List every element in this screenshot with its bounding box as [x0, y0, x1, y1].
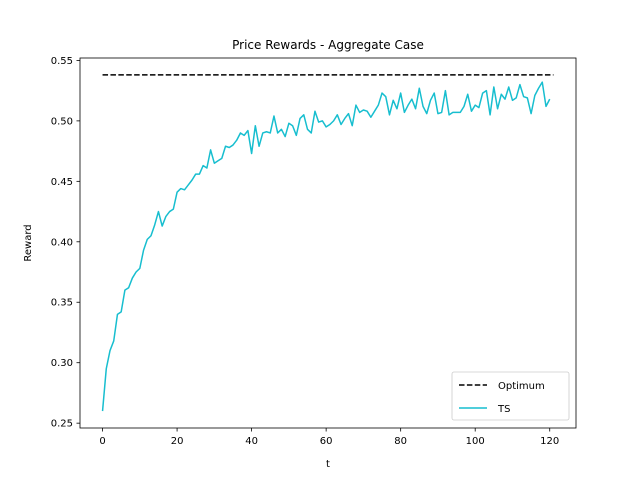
y-tick-label: 0.30 [51, 358, 73, 369]
y-ticks: 0.25 0.30 0.35 0.40 0.45 0.50 0.55 [51, 56, 80, 430]
y-tick-label: 0.50 [51, 116, 73, 127]
series-line-ts [101, 81, 551, 412]
legend-label-ts: TS [497, 404, 510, 415]
plot-area [80, 58, 576, 428]
x-tick-label: 80 [394, 436, 407, 447]
x-tick-label: 120 [540, 436, 559, 447]
x-tick-label: 0 [99, 436, 105, 447]
legend-box [451, 371, 570, 421]
y-axis-label: Reward [23, 224, 34, 261]
series-layer [101, 74, 554, 412]
y-tick-label: 0.55 [51, 56, 73, 67]
x-tick-label: 100 [466, 436, 485, 447]
x-tick-label: 20 [171, 436, 184, 447]
legend-label-optimum: Optimum [498, 381, 545, 392]
y-tick-label: 0.35 [51, 298, 73, 309]
y-tick-label: 0.45 [51, 177, 73, 188]
plot-frame [79, 57, 577, 429]
chart-title: Price Rewards - Aggregate Case [232, 38, 424, 52]
x-tick-label: 60 [320, 436, 333, 447]
x-axis-label: t [326, 459, 330, 470]
legend: Optimum TS [451, 371, 570, 421]
y-tick-label: 0.25 [51, 419, 73, 430]
y-tick-label: 0.40 [51, 237, 73, 248]
x-tick-label: 40 [245, 436, 258, 447]
x-ticks: 0 20 40 60 80 100 120 [99, 428, 559, 447]
